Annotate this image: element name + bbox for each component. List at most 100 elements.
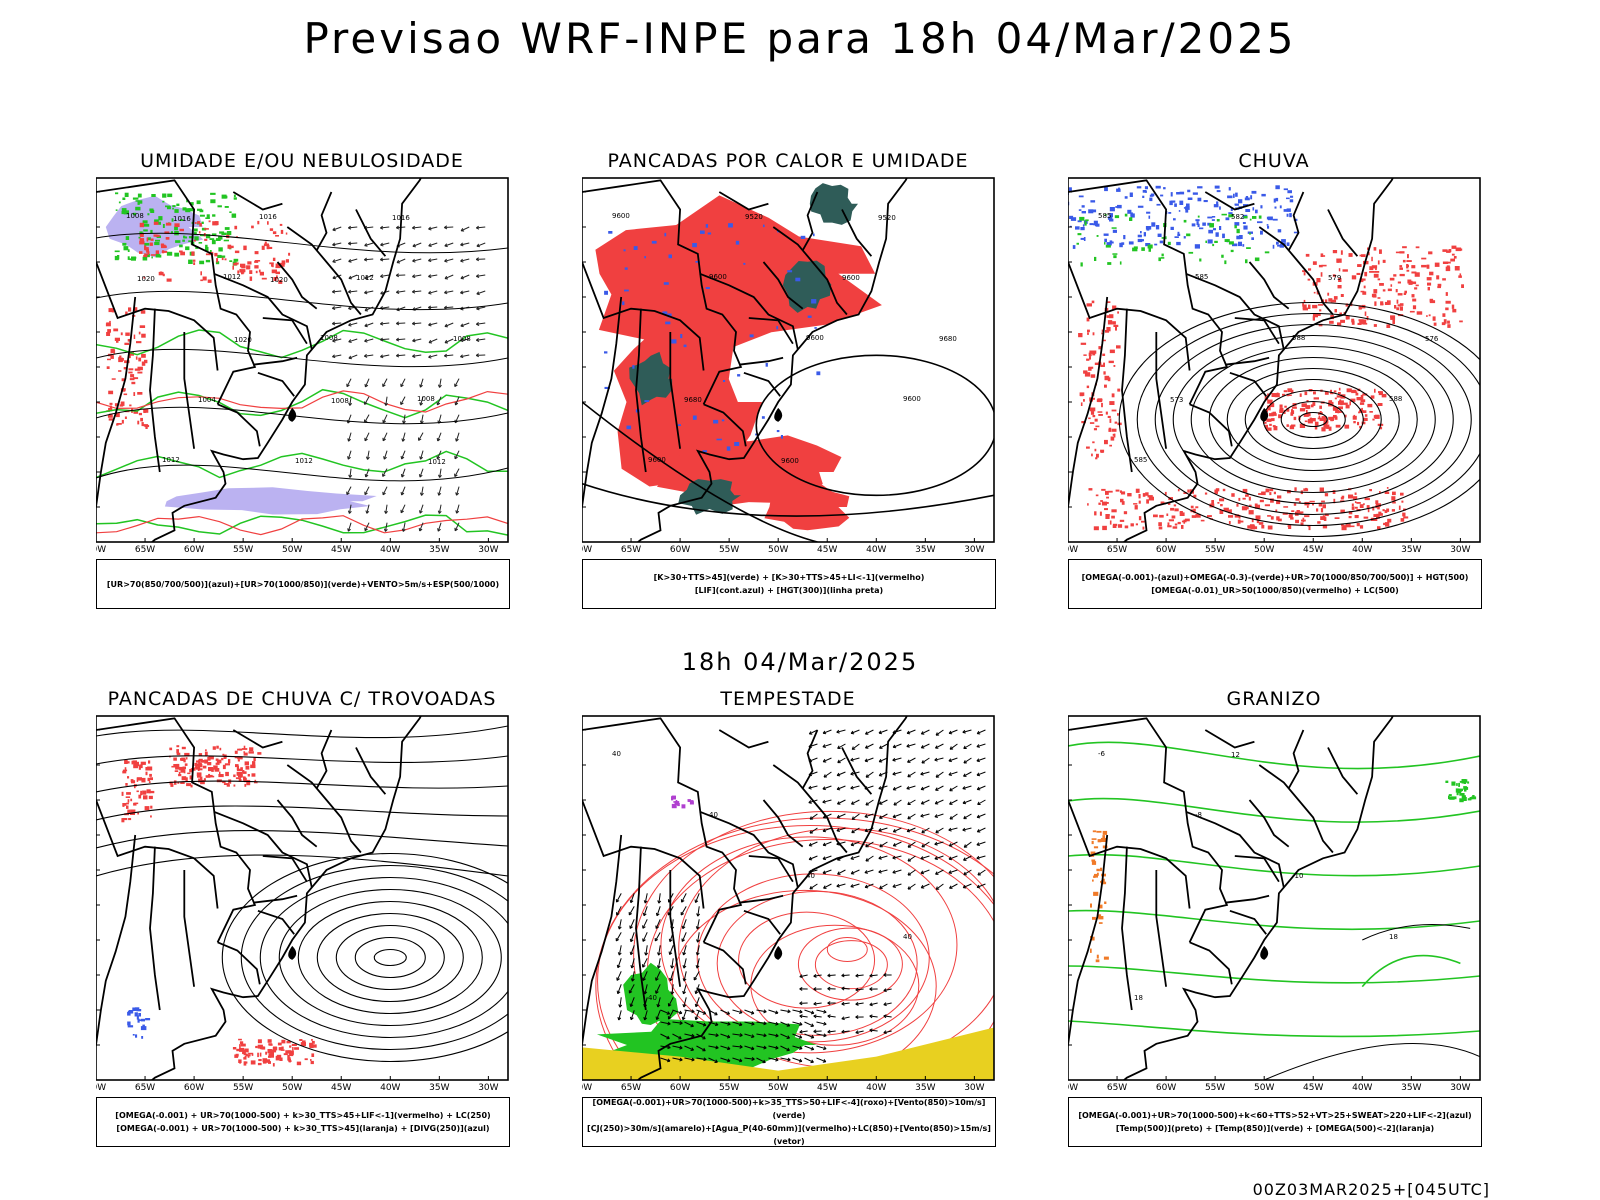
x-tick-label: 40W [866, 545, 886, 554]
rain-red-area [1263, 387, 1387, 432]
coastline [150, 178, 422, 542]
country-state-border [738, 894, 784, 904]
x-tick-label: 50W [768, 1083, 788, 1092]
coastline [1122, 716, 1394, 1080]
lifted-index-contours [604, 223, 821, 453]
omega-green-area [1076, 213, 1270, 267]
x-tick-label: 40W [1352, 545, 1372, 554]
map-frame [96, 715, 509, 1081]
contour-label: 1012 [223, 273, 241, 281]
x-tick-label: 70W [96, 545, 106, 554]
country-state-border [762, 799, 804, 848]
contour-label: -10 [1292, 872, 1303, 880]
x-tick-label: 65W [621, 1083, 641, 1092]
k-tts-area [678, 479, 741, 515]
country-state-border [748, 317, 794, 345]
map-content [96, 716, 508, 1080]
country-state-border [276, 799, 318, 848]
k-tts-area [629, 351, 673, 406]
x-tick-label: 40W [1352, 1083, 1372, 1092]
x-tick-label: 45W [817, 1083, 837, 1092]
country-state-border [841, 747, 873, 795]
contour-label: 1012 [428, 458, 446, 466]
contour-label: 1012 [295, 457, 313, 465]
country-state-border [183, 870, 195, 987]
country-state-border [96, 261, 219, 371]
legend-line: [OMEGA(-0.001)+UR>70(1000-500)+k>35_TTS>… [592, 1098, 986, 1120]
lagoa-dos-patos [288, 407, 297, 422]
country-state-border [355, 209, 387, 257]
wind-vectors [660, 1009, 827, 1064]
contour-label: 1020 [234, 336, 252, 344]
legend-line: [OMEGA(-0.001) + UR>70(1000-500) + k>30_… [115, 1111, 491, 1120]
divergence-blue-area [127, 1007, 151, 1039]
temp500-contours [1263, 923, 1480, 1080]
country-state-border [841, 209, 873, 257]
country-state-border [1068, 179, 1229, 405]
thunderstorm-red-area [121, 759, 155, 823]
storm-purple-area [671, 795, 694, 809]
country-state-border [1189, 403, 1233, 447]
country-state-border [582, 834, 623, 1049]
x-tick-label: 30W [478, 545, 498, 554]
country-state-border [635, 308, 647, 473]
map-panel-1: UMIDADE E/OU NEBULOSIDADE 1008 1012 1008 100… [96, 150, 556, 630]
country-state-border [718, 729, 769, 749]
contour-label: 1016 [173, 215, 191, 223]
legend-line: [K>30+TTS>45](verde) + [K>30+TTS>45+LI<-… [653, 573, 925, 582]
legend-box: [UR>70(850/700/500)](azul)+[UR>70(1000/8… [96, 559, 510, 609]
contour-label: 576 [1425, 335, 1439, 343]
x-tick-label: 50W [1254, 1083, 1274, 1092]
country-state-border [1258, 764, 1334, 854]
country-state-border [96, 834, 137, 1049]
x-tick-label: 35W [1401, 1083, 1421, 1092]
country-state-border [1204, 729, 1255, 749]
contour-label: 9600 [648, 456, 666, 464]
contour-label: 18 [1134, 994, 1143, 1002]
map-frame [582, 715, 995, 1081]
country-state-border [355, 747, 387, 795]
contour-label: 1008 [453, 335, 471, 343]
map-panel-5: TEMPESTADE 40 40 40 40 40 70W 65W 60W 55W 50W 45W 40… [582, 688, 1042, 1168]
country-state-border [582, 799, 705, 909]
country-state-border [738, 356, 784, 366]
map-content: 1008 1012 1008 1008 1012 1016 1012 1008 1004 1012… [96, 178, 508, 542]
x-tick-label: 35W [429, 1083, 449, 1092]
contour-label: 579 [1328, 274, 1341, 282]
x-tick-label: 40W [866, 1083, 886, 1092]
contour-label: 40 [806, 872, 815, 880]
temp850-contours [1068, 741, 1480, 1038]
contour-label: 12 [1231, 751, 1240, 759]
x-tick-label: 45W [331, 1083, 351, 1092]
temp850-contours [1445, 779, 1477, 803]
legend-line: [Temp(500)](preto) + [Temp(850)](verde) … [1115, 1124, 1435, 1133]
country-state-border [703, 941, 747, 985]
country-state-border [286, 226, 362, 316]
country-state-border [748, 855, 794, 883]
x-tick-label: 35W [1401, 545, 1421, 554]
country-state-border [582, 717, 743, 943]
x-tick-label: 45W [331, 545, 351, 554]
footer-run-info: 00Z03MAR2025+[045UTC] [1252, 1180, 1490, 1199]
contour-label: 588 [1292, 334, 1305, 342]
panel-title: GRANIZO [1226, 688, 1322, 710]
wind-vectors [615, 893, 701, 1021]
contour-label: 40 [709, 811, 718, 819]
country-state-border [1121, 846, 1133, 1011]
wind850-green-area [623, 962, 679, 1025]
contour-label: 582 [1231, 213, 1244, 221]
country-state-border [1224, 894, 1270, 904]
country-state-border [149, 308, 161, 473]
legend-box: [OMEGA(-0.001)+UR>70(1000-500)+k>35_TTS>… [582, 1097, 996, 1147]
x-tick-label: 55W [233, 1083, 253, 1092]
country-state-border [1287, 729, 1305, 789]
legend-line: [OMEGA(-0.001) + UR>70(1000-500) + k>30_… [116, 1124, 490, 1133]
contour-label: 1020 [137, 275, 155, 283]
legend-box: [OMEGA(-0.001)-(azul)+OMEGA(-0.3)-(verde… [1068, 559, 1482, 609]
rain-red-area [1087, 487, 1409, 531]
x-tick-label: 60W [1156, 545, 1176, 554]
map-frame [1068, 715, 1481, 1081]
x-tick-label: 45W [817, 545, 837, 554]
country-state-border [1234, 855, 1280, 883]
contour-label: 573 [1170, 396, 1183, 404]
